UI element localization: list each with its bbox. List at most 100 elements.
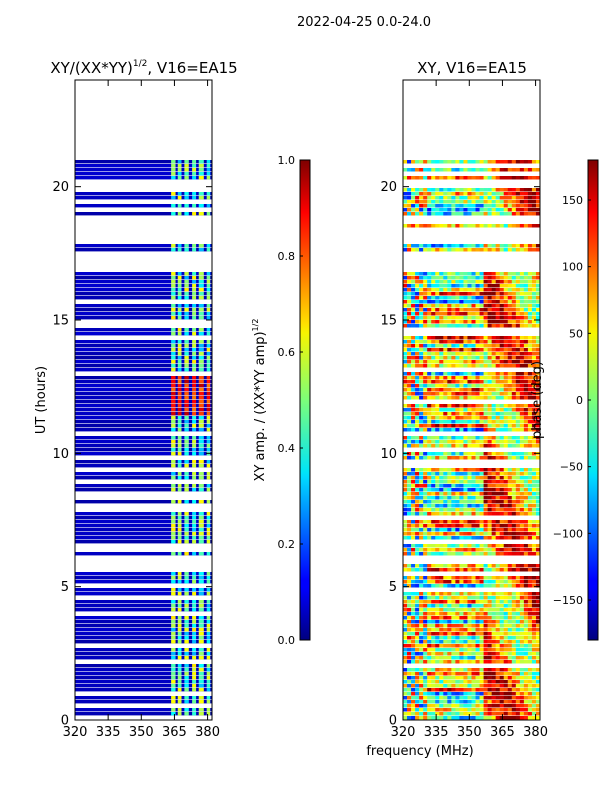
phase-cell — [439, 160, 444, 164]
amp-cell — [171, 356, 176, 360]
phase-cell — [455, 444, 460, 448]
phase-cell — [503, 640, 509, 644]
phase-cell — [527, 576, 533, 580]
phase-cell — [447, 376, 452, 380]
phase-cell — [503, 712, 509, 716]
phase-cell — [495, 224, 501, 228]
phase-cell — [503, 272, 509, 276]
phase-cell — [455, 680, 460, 684]
phase-cell — [495, 632, 501, 636]
phase-cell — [483, 544, 488, 548]
phase-cell — [467, 188, 472, 192]
phase-cell — [435, 576, 440, 580]
amplitude-title-tail: , V16=EA15 — [147, 59, 237, 77]
phase-cell — [531, 492, 537, 496]
phase-cell — [507, 224, 513, 228]
phase-cell — [455, 324, 460, 328]
phase-cell — [523, 336, 529, 340]
amplitude-y-label: UT (hours) — [34, 366, 49, 434]
phase-cell — [443, 340, 448, 344]
phase-cell — [407, 704, 412, 708]
phase-cell — [427, 604, 432, 608]
phase-cell — [459, 420, 464, 424]
phase-cell — [419, 608, 424, 612]
phase-cell — [535, 352, 540, 356]
phase-cell — [499, 660, 505, 664]
amp-cell — [206, 360, 211, 364]
phase-cell — [463, 160, 468, 164]
phase-cell — [463, 440, 468, 444]
phase-cell — [463, 672, 468, 676]
phase-cell — [491, 316, 496, 320]
phase-cell — [507, 500, 513, 504]
phase-cell — [427, 584, 432, 588]
amp-cell — [206, 428, 211, 432]
phase-cell — [507, 616, 513, 620]
phase-cell — [435, 492, 440, 496]
phase-cell — [443, 440, 448, 444]
phase-cell — [491, 684, 496, 688]
phase-cell — [455, 316, 460, 320]
phase-cell — [459, 652, 464, 656]
phase-cell — [451, 248, 456, 252]
phase-cell — [519, 648, 525, 652]
phase-cell — [407, 412, 412, 416]
amp-cell — [206, 536, 211, 540]
phase-cell — [519, 392, 525, 396]
amp-cell — [198, 684, 204, 688]
phase-cell — [431, 660, 436, 664]
phase-cell — [535, 700, 540, 704]
amp-cell — [177, 664, 182, 668]
phase-cell — [407, 672, 412, 676]
amp-row — [75, 580, 212, 584]
phase-cell — [427, 468, 432, 472]
phase-cell — [419, 280, 424, 284]
phase-cell — [427, 420, 432, 424]
phase-cell — [511, 576, 517, 580]
phase-cell — [415, 192, 420, 196]
phase-cell — [475, 316, 480, 320]
phase-cell — [443, 384, 448, 388]
phase-cell — [427, 200, 432, 204]
phase-cell — [483, 592, 488, 596]
phase-cell — [519, 292, 525, 296]
phase-cell — [523, 484, 529, 488]
phase-cell — [451, 364, 456, 368]
phase-cell — [515, 408, 521, 412]
phase-cell — [403, 168, 408, 172]
phase-cell — [411, 544, 416, 548]
phase-cell — [479, 248, 484, 252]
phase-cell — [419, 424, 424, 428]
phase-cell — [531, 644, 537, 648]
phase-cell — [439, 192, 444, 196]
phase-cell — [479, 700, 484, 704]
amp-cell — [206, 424, 211, 428]
phase-cell — [519, 424, 525, 428]
phase-cell — [519, 372, 525, 376]
phase-cell — [499, 604, 505, 608]
phase-cell — [459, 452, 464, 456]
phase-cell — [415, 628, 420, 632]
amp-cell — [206, 288, 211, 292]
amp-cell — [184, 648, 189, 652]
amp-row — [75, 684, 212, 688]
amp-cell — [177, 600, 182, 604]
phase-cell — [515, 488, 521, 492]
phase-cell — [503, 624, 509, 628]
phase-cell — [495, 696, 501, 700]
phase-cell — [459, 584, 464, 588]
phase-cell — [439, 380, 444, 384]
phase-cell — [467, 320, 472, 324]
phase-cell — [443, 348, 448, 352]
phase-cell — [531, 440, 537, 444]
phase-cell — [415, 428, 420, 432]
phase-cell — [423, 680, 428, 684]
phase-cell — [403, 616, 408, 620]
amp-cell — [198, 384, 204, 388]
phase-cell — [511, 580, 517, 584]
amp-cell — [177, 484, 182, 488]
amp-cell — [192, 176, 197, 180]
amp-cell — [184, 628, 189, 632]
amp-cell — [198, 404, 204, 408]
phase-cell — [451, 660, 456, 664]
